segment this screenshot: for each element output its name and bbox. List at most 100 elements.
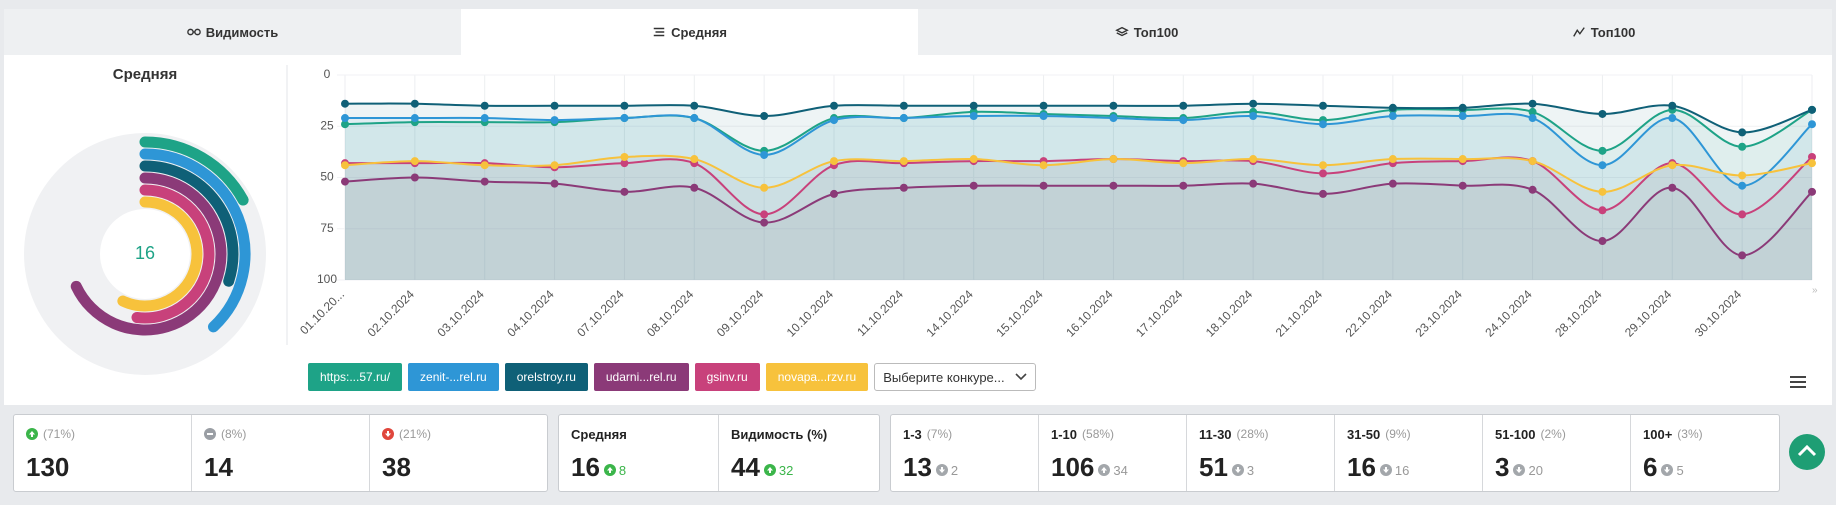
legend-item[interactable]: https:...57.ru/	[308, 363, 403, 391]
x-tick-label: 03.10.2024	[434, 287, 487, 340]
point	[1598, 237, 1607, 246]
point	[341, 161, 349, 170]
dots	[341, 99, 1816, 260]
competitor-select[interactable]: Выберите конкуре...	[874, 363, 1036, 391]
scroll-hint: »	[1812, 285, 1818, 296]
stat-head: 100+ (3%)	[1643, 426, 1767, 442]
point	[1388, 155, 1397, 164]
tab-bar: Видимость Средняя Топ100 Топ100	[4, 9, 1832, 55]
area	[345, 157, 1812, 280]
legend-item[interactable]: novapa...rzv.ru	[765, 363, 869, 391]
tab[interactable]: Средняя	[461, 9, 918, 55]
point	[899, 114, 908, 123]
point	[341, 120, 349, 129]
point	[690, 114, 699, 123]
y-tick-label: 100	[317, 272, 337, 286]
legend-item[interactable]: udarni...rel.ru	[593, 363, 689, 391]
stat-share: (58%)	[1082, 427, 1115, 441]
line	[344, 154, 1813, 193]
point	[620, 187, 629, 196]
y-tick-label: 50	[320, 170, 334, 184]
tab[interactable]: Топ100	[1375, 9, 1832, 55]
summary-card: Средняя 16 8 Видимость (%) 44 32	[558, 414, 880, 492]
point	[1039, 161, 1048, 170]
stat-value: 14	[204, 452, 233, 482]
scroll-top-button[interactable]	[1789, 434, 1825, 470]
point	[1109, 181, 1118, 190]
stat-delta: 32	[763, 462, 794, 478]
delta-value: 32	[778, 462, 794, 478]
point	[550, 179, 559, 188]
point	[410, 157, 419, 166]
point	[341, 177, 349, 186]
point	[1179, 181, 1188, 190]
radial-bar	[139, 160, 239, 287]
point	[830, 116, 838, 125]
stat-value: 130	[26, 452, 70, 482]
x-tick-label: 28.10.2024	[1552, 287, 1605, 340]
stat-head: 1-3 (7%)	[903, 426, 1026, 442]
point	[1109, 114, 1118, 123]
delta-value: 2	[950, 462, 959, 478]
point	[1598, 161, 1607, 170]
stat-share: (9%)	[1385, 427, 1411, 441]
trend-icon	[26, 428, 38, 440]
tab-label: Топ100	[1133, 24, 1179, 40]
point	[550, 116, 559, 125]
stat-share: (21%)	[399, 427, 432, 441]
stat-cell: 100+ (3%) 6 5	[1631, 415, 1779, 491]
stat-delta: 2	[935, 462, 959, 478]
stat-head: 51-100 (2%)	[1495, 426, 1618, 442]
legend-item[interactable]: zenit-...rel.ru	[408, 363, 499, 391]
point	[760, 150, 769, 159]
stat-value: 13	[903, 452, 932, 482]
tab-label: Видимость	[205, 24, 279, 40]
stat-label: 1-3	[903, 426, 922, 442]
x-tick-label: 01.10.20...	[297, 287, 347, 337]
stat-cell: 1-3 (7%) 13 2	[891, 415, 1039, 491]
menu-button[interactable]	[1790, 375, 1806, 389]
x-tick-label: 15.10.2024	[993, 287, 1046, 340]
tab[interactable]: Топ100	[918, 9, 1375, 55]
point	[969, 181, 978, 190]
point	[1388, 112, 1397, 120]
point	[1039, 101, 1048, 110]
stat-value-row: 106 34	[1051, 452, 1174, 483]
x-tick-label: 17.10.2024	[1133, 287, 1186, 340]
stats-row: (71%) 130 (8%) 14 (21%) 38 Средняя 16 8 Видимость…	[13, 414, 1780, 492]
area	[345, 177, 1812, 280]
x-tick-label: 16.10.2024	[1063, 287, 1116, 340]
stat-value-row: 13 2	[903, 452, 1026, 483]
areas	[345, 103, 1812, 281]
panel-title: Средняя	[113, 66, 177, 83]
x-tick-label: 10.10.2024	[784, 287, 837, 340]
legend-item[interactable]: gsinv.ru	[694, 363, 760, 391]
point	[969, 155, 978, 164]
point	[1738, 251, 1747, 260]
point	[1808, 105, 1816, 114]
stat-label: 11-30	[1199, 426, 1232, 442]
stat-share: (3%)	[1677, 427, 1703, 441]
point	[620, 114, 629, 123]
stat-value-row: 3 20	[1495, 452, 1618, 483]
radial-bar	[139, 136, 249, 206]
legend-item[interactable]: orelstroy.ru	[504, 363, 588, 391]
tab-icon	[1572, 27, 1585, 37]
point	[480, 101, 489, 110]
radial-bar	[131, 184, 215, 324]
point	[410, 173, 419, 182]
ranges-card: 1-3 (7%) 13 2 1-10 (58%) 106 34 11-30 (28%) 51 3 31-…	[890, 414, 1780, 492]
point	[1039, 181, 1048, 190]
stat-head: 1-10 (58%)	[1051, 426, 1174, 442]
tab[interactable]: Видимость	[4, 9, 461, 55]
select-label: Выберите конкуре...	[883, 369, 1005, 385]
radial-bar	[117, 196, 203, 312]
delta-value: 20	[1528, 462, 1543, 478]
stat-share: (2%)	[1540, 427, 1566, 441]
stat-value: 16	[1347, 452, 1376, 482]
point	[1668, 114, 1677, 123]
stat-head: 11-30 (28%)	[1199, 426, 1322, 442]
point	[1738, 142, 1747, 151]
